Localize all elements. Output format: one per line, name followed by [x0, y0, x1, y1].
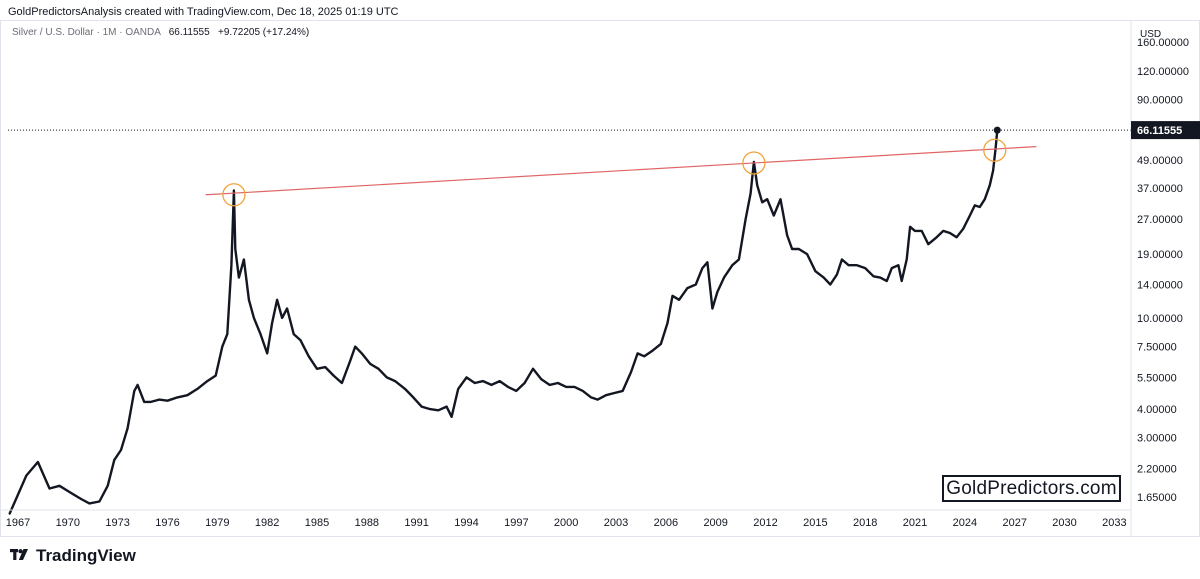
- x-tick-label: 1994: [454, 517, 478, 529]
- y-tick-label: 37.00000: [1137, 183, 1183, 195]
- x-tick-label: 1967: [6, 517, 30, 529]
- peak-markers: [222, 138, 1007, 207]
- x-tick-label: 1991: [404, 517, 428, 529]
- last-price-dot: [993, 126, 1001, 134]
- y-tick-label: 4.00000: [1137, 404, 1177, 416]
- goldpredictors-watermark: GoldPredictors.com: [942, 475, 1121, 502]
- x-tick-label: 2027: [1002, 517, 1026, 529]
- x-tick-label: 2012: [753, 517, 777, 529]
- y-tick-label: 49.00000: [1137, 155, 1183, 167]
- x-tick-label: 2030: [1052, 517, 1076, 529]
- symbol-info: Silver / U.S. Dollar · 1M · OANDA 66.115…: [12, 27, 309, 38]
- x-tick-label: 1982: [255, 517, 279, 529]
- price-series-line: [8, 128, 999, 515]
- x-tick-label: 1985: [305, 517, 329, 529]
- y-tick-label: 90.00000: [1137, 94, 1183, 106]
- tradingview-logo[interactable]: TradingView: [10, 546, 136, 566]
- symbol-name: Silver / U.S. Dollar · 1M · OANDA: [12, 27, 161, 38]
- x-tick-label: 1988: [355, 517, 379, 529]
- x-tick-label: 2006: [654, 517, 678, 529]
- last-price-badge: 66.11555: [1131, 121, 1200, 140]
- x-tick-label: 2000: [554, 517, 578, 529]
- x-tick-label: 2021: [903, 517, 927, 529]
- peak-marker-circle: [742, 151, 766, 175]
- trendline[interactable]: [205, 146, 1037, 196]
- last-price-label: 66.11555: [1137, 125, 1182, 137]
- x-tick-label: 1997: [504, 517, 528, 529]
- currency-label: USD: [1140, 29, 1161, 40]
- y-tick-label: 120.00000: [1137, 66, 1189, 78]
- y-tick-label: 3.00000: [1137, 433, 1177, 445]
- y-tick-label: 19.00000: [1137, 249, 1183, 261]
- x-tick-label: 2015: [803, 517, 827, 529]
- y-tick-label: 7.50000: [1137, 342, 1177, 354]
- x-tick-label: 1973: [105, 517, 129, 529]
- y-tick-label: 10.00000: [1137, 313, 1183, 325]
- x-tick-label: 1976: [155, 517, 179, 529]
- x-tick-label: 2033: [1102, 517, 1126, 529]
- x-tick-label: 1979: [205, 517, 229, 529]
- x-tick-label: 2003: [604, 517, 628, 529]
- y-tick-label: 27.00000: [1137, 214, 1183, 226]
- y-tick-label: 5.50000: [1137, 372, 1177, 384]
- time-axis[interactable]: 1967 1970 1973 1976 1979 1982 1985 1988 1991 1994…: [6, 517, 1127, 529]
- y-tick-label: 14.00000: [1137, 279, 1183, 291]
- x-tick-label: 2018: [853, 517, 877, 529]
- x-tick-label: 1970: [56, 517, 80, 529]
- attribution-text: GoldPredictorsAnalysis created with Trad…: [8, 6, 399, 18]
- peak-marker-circle: [222, 183, 246, 207]
- x-tick-label: 2009: [703, 517, 727, 529]
- y-tick-label: 1.65000: [1137, 492, 1177, 504]
- symbol-change: +9.72205 (+17.24%): [218, 27, 310, 38]
- tradingview-logo-icon: [10, 549, 28, 560]
- symbol-last: 66.11555: [168, 27, 210, 38]
- y-tick-label: 2.20000: [1137, 464, 1177, 476]
- peak-marker-circle: [983, 138, 1007, 162]
- y-tick-label: 160.00000: [1137, 37, 1189, 49]
- price-axis[interactable]: 160.00000 120.00000 90.00000 49.00000 37.000…: [1137, 37, 1189, 504]
- x-tick-label: 2024: [953, 517, 977, 529]
- tradingview-logo-text: TradingView: [36, 546, 136, 565]
